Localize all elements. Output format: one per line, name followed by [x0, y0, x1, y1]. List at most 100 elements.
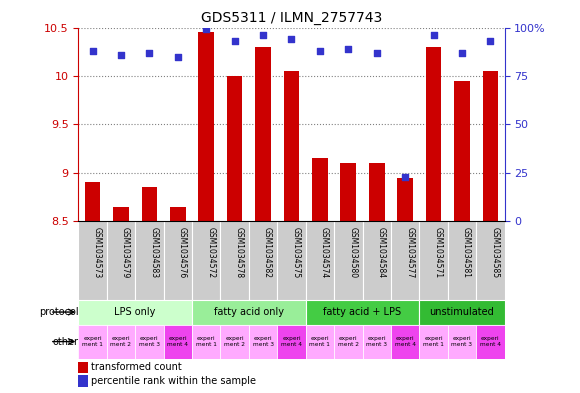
- Text: fatty acid + LPS: fatty acid + LPS: [324, 307, 401, 317]
- Point: [344, 46, 353, 52]
- Bar: [142, 187, 157, 221]
- Text: GSM1034584: GSM1034584: [377, 228, 386, 279]
- Bar: [284, 71, 299, 221]
- Text: experi
ment 4: experi ment 4: [167, 336, 188, 347]
- Text: percentile rank within the sample: percentile rank within the sample: [91, 376, 256, 386]
- Point: [316, 48, 325, 54]
- Bar: [369, 163, 385, 221]
- Bar: [249, 325, 277, 359]
- Bar: [220, 325, 249, 359]
- Bar: [448, 221, 476, 299]
- Text: experi
ment 4: experi ment 4: [480, 336, 501, 347]
- Text: experi
ment 3: experi ment 3: [252, 336, 274, 347]
- Point: [117, 51, 126, 58]
- Bar: [198, 32, 214, 221]
- Bar: [277, 221, 306, 299]
- Bar: [476, 325, 505, 359]
- Bar: [306, 325, 334, 359]
- Text: GSM1034572: GSM1034572: [206, 228, 215, 279]
- Bar: [277, 325, 306, 359]
- Bar: [78, 299, 192, 325]
- Bar: [164, 325, 192, 359]
- Point: [259, 32, 268, 39]
- Point: [429, 32, 438, 39]
- Text: GSM1034581: GSM1034581: [462, 228, 471, 279]
- Text: experi
ment 4: experi ment 4: [281, 336, 302, 347]
- Bar: [306, 299, 419, 325]
- Point: [173, 53, 183, 60]
- Text: protocol: protocol: [39, 307, 78, 317]
- Text: experi
ment 1: experi ment 1: [82, 336, 103, 347]
- Text: GSM1034582: GSM1034582: [263, 228, 272, 279]
- Text: GSM1034583: GSM1034583: [150, 228, 158, 279]
- Point: [400, 173, 409, 180]
- Bar: [483, 71, 498, 221]
- Text: GSM1034575: GSM1034575: [292, 228, 300, 279]
- Bar: [227, 76, 242, 221]
- Bar: [78, 362, 88, 373]
- Bar: [192, 325, 220, 359]
- Bar: [85, 182, 100, 221]
- Bar: [306, 221, 334, 299]
- Bar: [426, 47, 441, 221]
- Bar: [334, 221, 362, 299]
- Bar: [135, 325, 164, 359]
- Text: GSM1034573: GSM1034573: [93, 228, 101, 279]
- Bar: [135, 221, 164, 299]
- Bar: [362, 325, 391, 359]
- Point: [287, 36, 296, 42]
- Text: GSM1034576: GSM1034576: [178, 228, 187, 279]
- Point: [202, 26, 211, 33]
- Bar: [419, 299, 505, 325]
- Bar: [419, 221, 448, 299]
- Bar: [312, 158, 328, 221]
- Text: GSM1034578: GSM1034578: [235, 228, 244, 279]
- Text: experi
ment 3: experi ment 3: [451, 336, 473, 347]
- Text: experi
ment 2: experi ment 2: [338, 336, 359, 347]
- Bar: [454, 81, 470, 221]
- Bar: [78, 325, 107, 359]
- Bar: [220, 221, 249, 299]
- Bar: [419, 325, 448, 359]
- Bar: [334, 325, 362, 359]
- Bar: [391, 221, 419, 299]
- Text: unstimulated: unstimulated: [430, 307, 494, 317]
- Bar: [170, 207, 186, 221]
- Bar: [340, 163, 356, 221]
- Title: GDS5311 / ILMN_2757743: GDS5311 / ILMN_2757743: [201, 11, 382, 25]
- Bar: [164, 221, 192, 299]
- Text: experi
ment 3: experi ment 3: [139, 336, 160, 347]
- Text: GSM1034579: GSM1034579: [121, 228, 130, 279]
- Point: [457, 50, 466, 56]
- Text: experi
ment 1: experi ment 1: [196, 336, 216, 347]
- Text: experi
ment 4: experi ment 4: [394, 336, 416, 347]
- Bar: [78, 221, 107, 299]
- Text: experi
ment 2: experi ment 2: [110, 336, 132, 347]
- Point: [230, 38, 240, 44]
- Point: [88, 48, 97, 54]
- Text: GSM1034574: GSM1034574: [320, 228, 329, 279]
- Bar: [107, 325, 135, 359]
- Text: GSM1034580: GSM1034580: [349, 228, 357, 279]
- Text: GSM1034571: GSM1034571: [434, 228, 443, 279]
- Bar: [362, 221, 391, 299]
- Bar: [192, 299, 306, 325]
- Text: experi
ment 1: experi ment 1: [423, 336, 444, 347]
- Point: [372, 50, 382, 56]
- Bar: [107, 221, 135, 299]
- Bar: [391, 325, 419, 359]
- Point: [145, 50, 154, 56]
- Bar: [192, 221, 220, 299]
- Point: [485, 38, 495, 44]
- Bar: [397, 178, 413, 221]
- Text: GSM1034585: GSM1034585: [490, 228, 499, 279]
- Text: transformed count: transformed count: [91, 362, 182, 373]
- Text: experi
ment 1: experi ment 1: [310, 336, 330, 347]
- Bar: [249, 221, 277, 299]
- Bar: [78, 375, 88, 387]
- Text: fatty acid only: fatty acid only: [214, 307, 284, 317]
- Text: LPS only: LPS only: [114, 307, 156, 317]
- Text: experi
ment 2: experi ment 2: [224, 336, 245, 347]
- Bar: [255, 47, 271, 221]
- Bar: [476, 221, 505, 299]
